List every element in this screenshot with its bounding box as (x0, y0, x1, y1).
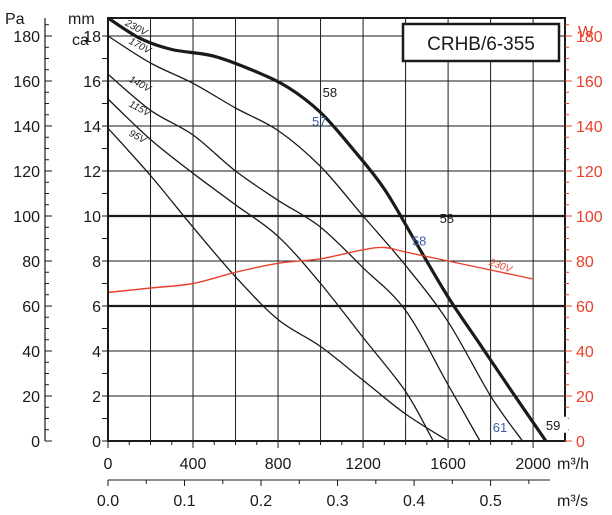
mm-tick-label: 16 (83, 74, 101, 91)
m3s-tick-label: 0.0 (97, 493, 119, 510)
m3s-tick-label: 0.4 (403, 493, 425, 510)
annotations: 58 57 58 58 61 59 (312, 85, 568, 435)
m3s-tick-label: 0.5 (479, 493, 501, 510)
annotation-value: 61 (493, 420, 507, 435)
annotation-value: 59 (546, 418, 560, 433)
left-unit-mm: mm (68, 11, 95, 28)
w-tick-label: 100 (576, 209, 603, 226)
w-tick-label: 80 (576, 254, 594, 271)
curve-pressure-230v (107, 16, 548, 442)
mm-tick-label: 0 (92, 434, 101, 451)
w-tick-label: 180 (576, 29, 603, 46)
mm-tick-label: 2 (92, 389, 101, 406)
pa-tick-label: 180 (13, 29, 40, 46)
m3s-tick-label: 0.2 (250, 493, 272, 510)
left-unit-pa: Pa (5, 11, 25, 28)
pa-tick-label: 20 (22, 389, 40, 406)
grid (108, 18, 565, 441)
curve-pressure-95v (107, 127, 449, 442)
m3h-tick-label: 800 (265, 456, 292, 473)
annotation-value: 58 (323, 85, 337, 100)
curve-pressure-170v (107, 35, 524, 442)
annotation-value: 57 (312, 114, 326, 129)
w-tick-label: 60 (576, 299, 594, 316)
mm-tick-label: 4 (92, 344, 101, 361)
mm-tick-label: 14 (83, 119, 101, 136)
pa-tick-label: 140 (13, 119, 40, 136)
x-unit-m3h: m³/h (557, 456, 589, 473)
w-tick-label: 160 (576, 74, 603, 91)
pa-tick-label: 60 (22, 299, 40, 316)
pa-tick-label: 100 (13, 209, 40, 226)
annotation-bg (543, 416, 568, 433)
w-tick-label: 20 (576, 389, 594, 406)
w-tick-label: 0 (576, 434, 585, 451)
m3s-tick-label: 0.1 (173, 493, 195, 510)
curve-pressure-140v (107, 73, 481, 442)
pa-tick-label: 160 (13, 74, 40, 91)
w-tick-label: 40 (576, 344, 594, 361)
w-tick-label: 140 (576, 119, 603, 136)
chart-title-box: CRHB/6-355 (401, 22, 561, 63)
x-unit-m3s: m³/s (557, 493, 588, 510)
curve-label-140v: 140V (127, 74, 154, 95)
annotation-value: 58 (440, 211, 454, 226)
m3h-tick-label: 1200 (345, 456, 381, 473)
pa-tick-label: 0 (31, 434, 40, 451)
axes: 0204060801001201401601800246810121416180… (13, 17, 603, 510)
chart-title: CRHB/6-355 (427, 34, 535, 55)
mm-tick-label: 12 (83, 164, 101, 181)
plot-frame (107, 17, 566, 442)
w-tick-label: 120 (576, 164, 603, 181)
mm-tick-label: 10 (83, 209, 101, 226)
mm-tick-label: 6 (92, 299, 101, 316)
right-unit-w: W (578, 24, 594, 41)
m3h-tick-label: 400 (180, 456, 207, 473)
pa-tick-label: 80 (22, 254, 40, 271)
m3h-tick-label: 0 (104, 456, 113, 473)
m3h-tick-label: 2000 (515, 456, 551, 473)
curve-label-95v: 95V (127, 128, 149, 147)
left-unit-ca: ca (72, 32, 89, 49)
mm-tick-label: 18 (83, 29, 101, 46)
curve-pressure-115v (107, 98, 434, 442)
pa-tick-label: 40 (22, 344, 40, 361)
m3h-tick-label: 1600 (430, 456, 466, 473)
curve-power-230v (107, 246, 534, 294)
mm-tick-label: 8 (92, 254, 101, 271)
m3s-tick-label: 0.3 (326, 493, 348, 510)
curve-label-115v: 115V (127, 99, 153, 120)
annotation-value: 58 (412, 233, 426, 248)
pa-tick-label: 120 (13, 164, 40, 181)
